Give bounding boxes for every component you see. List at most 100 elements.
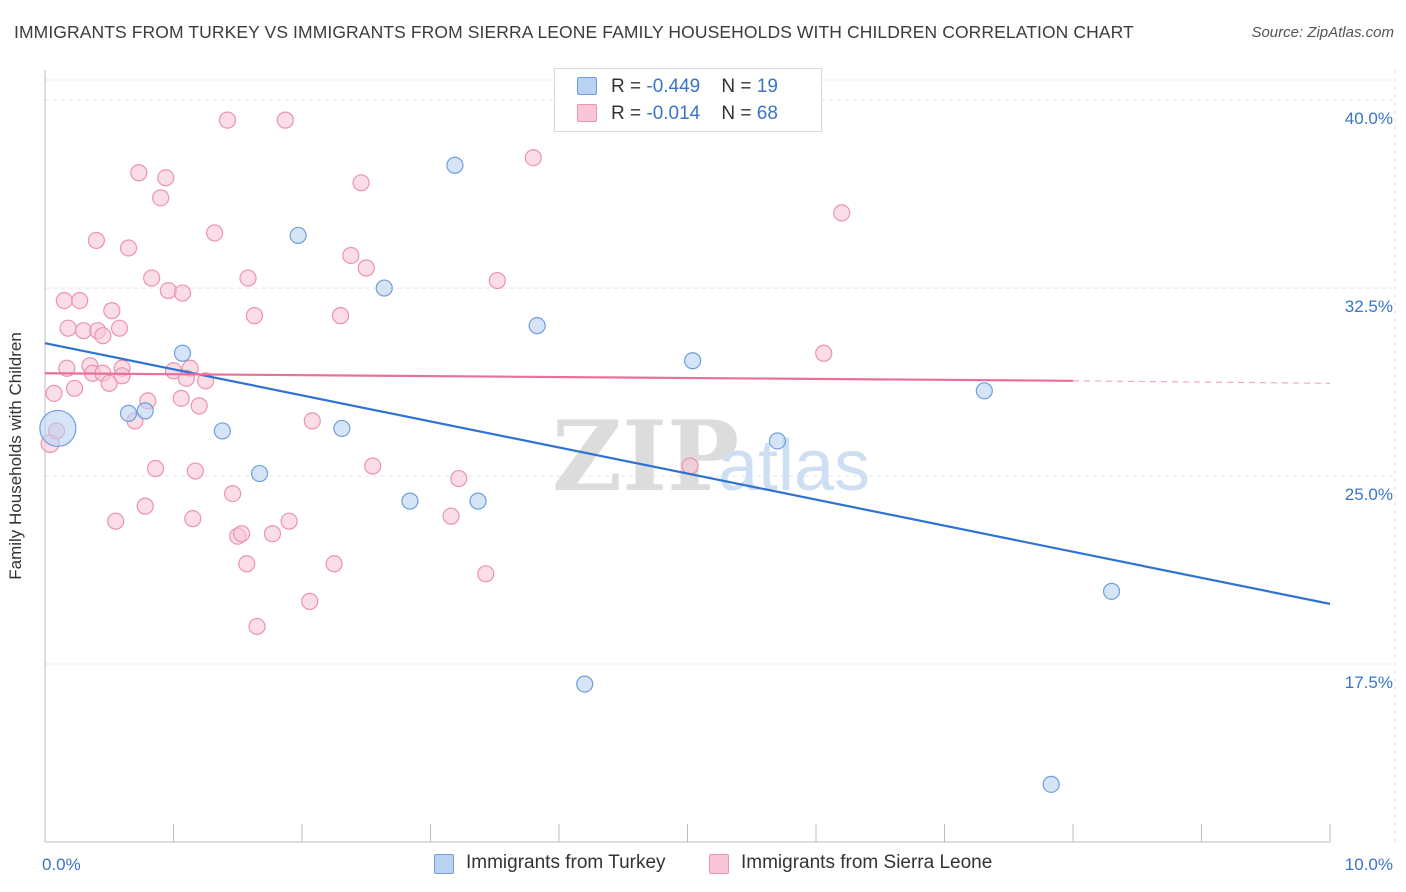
turkey-point (469, 492, 487, 510)
turkey-point (401, 492, 419, 510)
legend-sierra-label: Immigrants from Sierra Leone (741, 852, 993, 873)
turkey-point (375, 279, 393, 297)
x-tick-label: 10.0% (1345, 855, 1393, 874)
sierra-leone-point (157, 169, 175, 187)
sierra-leone-trend-extension (1072, 380, 1331, 384)
turkey-r-label: R = (611, 76, 647, 97)
sierra-leone-point (342, 246, 360, 265)
chart-source: Source: ZipAtlas.com (1251, 24, 1394, 41)
sierra-leone-points (40, 111, 851, 636)
sierra-leone-point (59, 319, 77, 337)
sierra-leone-point (488, 271, 506, 290)
x-tick-label: 0.0% (42, 855, 81, 874)
sierra-leone-point (113, 367, 131, 385)
y-tick-label: 17.5% (1345, 673, 1393, 692)
sierra-leone-point (71, 291, 89, 310)
sierra-leone-point (815, 344, 833, 362)
turkey-point (136, 402, 154, 420)
sierra-leone-point (239, 269, 257, 287)
sierra-leone-point (442, 507, 460, 525)
turkey-point (1102, 582, 1121, 600)
sierra-leone-point (280, 512, 298, 530)
turkey-point (213, 422, 231, 440)
sierra-leone-point (172, 389, 190, 407)
turkey-point (768, 432, 787, 450)
axes (44, 70, 1331, 843)
turkey-point (975, 382, 993, 400)
turkey-n-label: N = (721, 76, 757, 97)
sierra-leone-point (159, 281, 177, 300)
stats-legend: R = -0.449 N = 19 R = -0.014 N = 68 (554, 68, 822, 132)
y-axis-label: Family Households with Children (6, 332, 25, 580)
sierra-r-label: R = (611, 103, 647, 124)
sierra-leone-point (173, 284, 192, 302)
sierra-leone-point (58, 359, 76, 377)
turkey-point (250, 464, 269, 483)
turkey-point (39, 409, 77, 448)
chart-title: IMMIGRANTS FROM TURKEY VS IMMIGRANTS FRO… (14, 22, 1134, 42)
turkey-swatch (577, 77, 597, 95)
sierra-leone-point (233, 525, 251, 543)
watermark-atlas: atlas (718, 426, 870, 506)
sierra-leone-point (224, 484, 242, 503)
sierra-leone-point (248, 617, 266, 636)
sierra-leone-point (94, 327, 112, 345)
sierra-n-value: 68 (756, 103, 778, 124)
legend-turkey-label: Immigrants from Turkey (466, 852, 666, 873)
sierra-leone-point (325, 555, 343, 573)
legend-turkey-swatch (434, 854, 454, 874)
trend-lines (44, 342, 1331, 605)
sierra-leone-point (130, 164, 148, 182)
sierra-leone-point (190, 397, 208, 415)
sierra-leone-point (87, 231, 106, 250)
turkey-r-value: -0.449 (646, 76, 701, 97)
y-axis-label-wrap: Family Households with Children (6, 332, 36, 580)
turkey-point (576, 675, 594, 693)
y-tick-label: 25.0% (1345, 485, 1393, 504)
sierra-leone-point (352, 174, 370, 192)
turkey-point (173, 344, 192, 362)
sierra-leone-point (186, 462, 204, 480)
sierra-leone-point (364, 457, 382, 475)
legend-sierra-swatch (709, 854, 729, 874)
sierra-leone-point (146, 459, 165, 478)
sierra-leone-point (303, 412, 321, 430)
sierra-leone-point (331, 307, 350, 325)
sierra-n-label: N = (721, 103, 757, 124)
sierra-leone-point (681, 457, 699, 475)
sierra-leone-point (263, 525, 282, 543)
sierra-leone-point (206, 224, 224, 242)
sierra-leone-point (110, 319, 129, 337)
sierra-leone-point (143, 269, 161, 287)
sierra-leone-point (136, 497, 154, 515)
turkey-points (39, 156, 1121, 793)
turkey-trend-line (44, 342, 1331, 605)
y-tick-label: 40.0% (1345, 109, 1393, 128)
sierra-r-value: -0.014 (646, 103, 701, 124)
sierra-leone-point (357, 259, 375, 277)
turkey-point (446, 156, 464, 174)
sierra-leone-trend-line (44, 372, 1074, 382)
watermark-zip: ZIP (552, 400, 739, 513)
sierra-leone-point (301, 592, 319, 610)
sierra-leone-point (450, 469, 468, 488)
sierra-leone-point (100, 374, 118, 392)
sierra-leone-point (245, 307, 264, 325)
sierra-leone-point (107, 512, 125, 530)
turkey-point (1042, 775, 1060, 793)
sierra-leone-point (218, 111, 237, 129)
turkey-point (528, 317, 546, 335)
sierra-leone-point (119, 239, 138, 257)
sierra-leone-point (45, 384, 63, 402)
sierra-leone-point (238, 555, 256, 573)
turkey-point (333, 419, 351, 438)
sierra-leone-point (103, 302, 121, 320)
turkey-n-value: 19 (756, 76, 778, 97)
y-tick-label: 32.5% (1345, 297, 1393, 316)
sierra-leone-point (55, 291, 73, 310)
tick-labels: 17.5% 25.0% 32.5% 40.0% 0.0% 10.0% (42, 109, 1393, 874)
turkey-point (684, 352, 702, 370)
sierra-leone-point (477, 565, 495, 583)
